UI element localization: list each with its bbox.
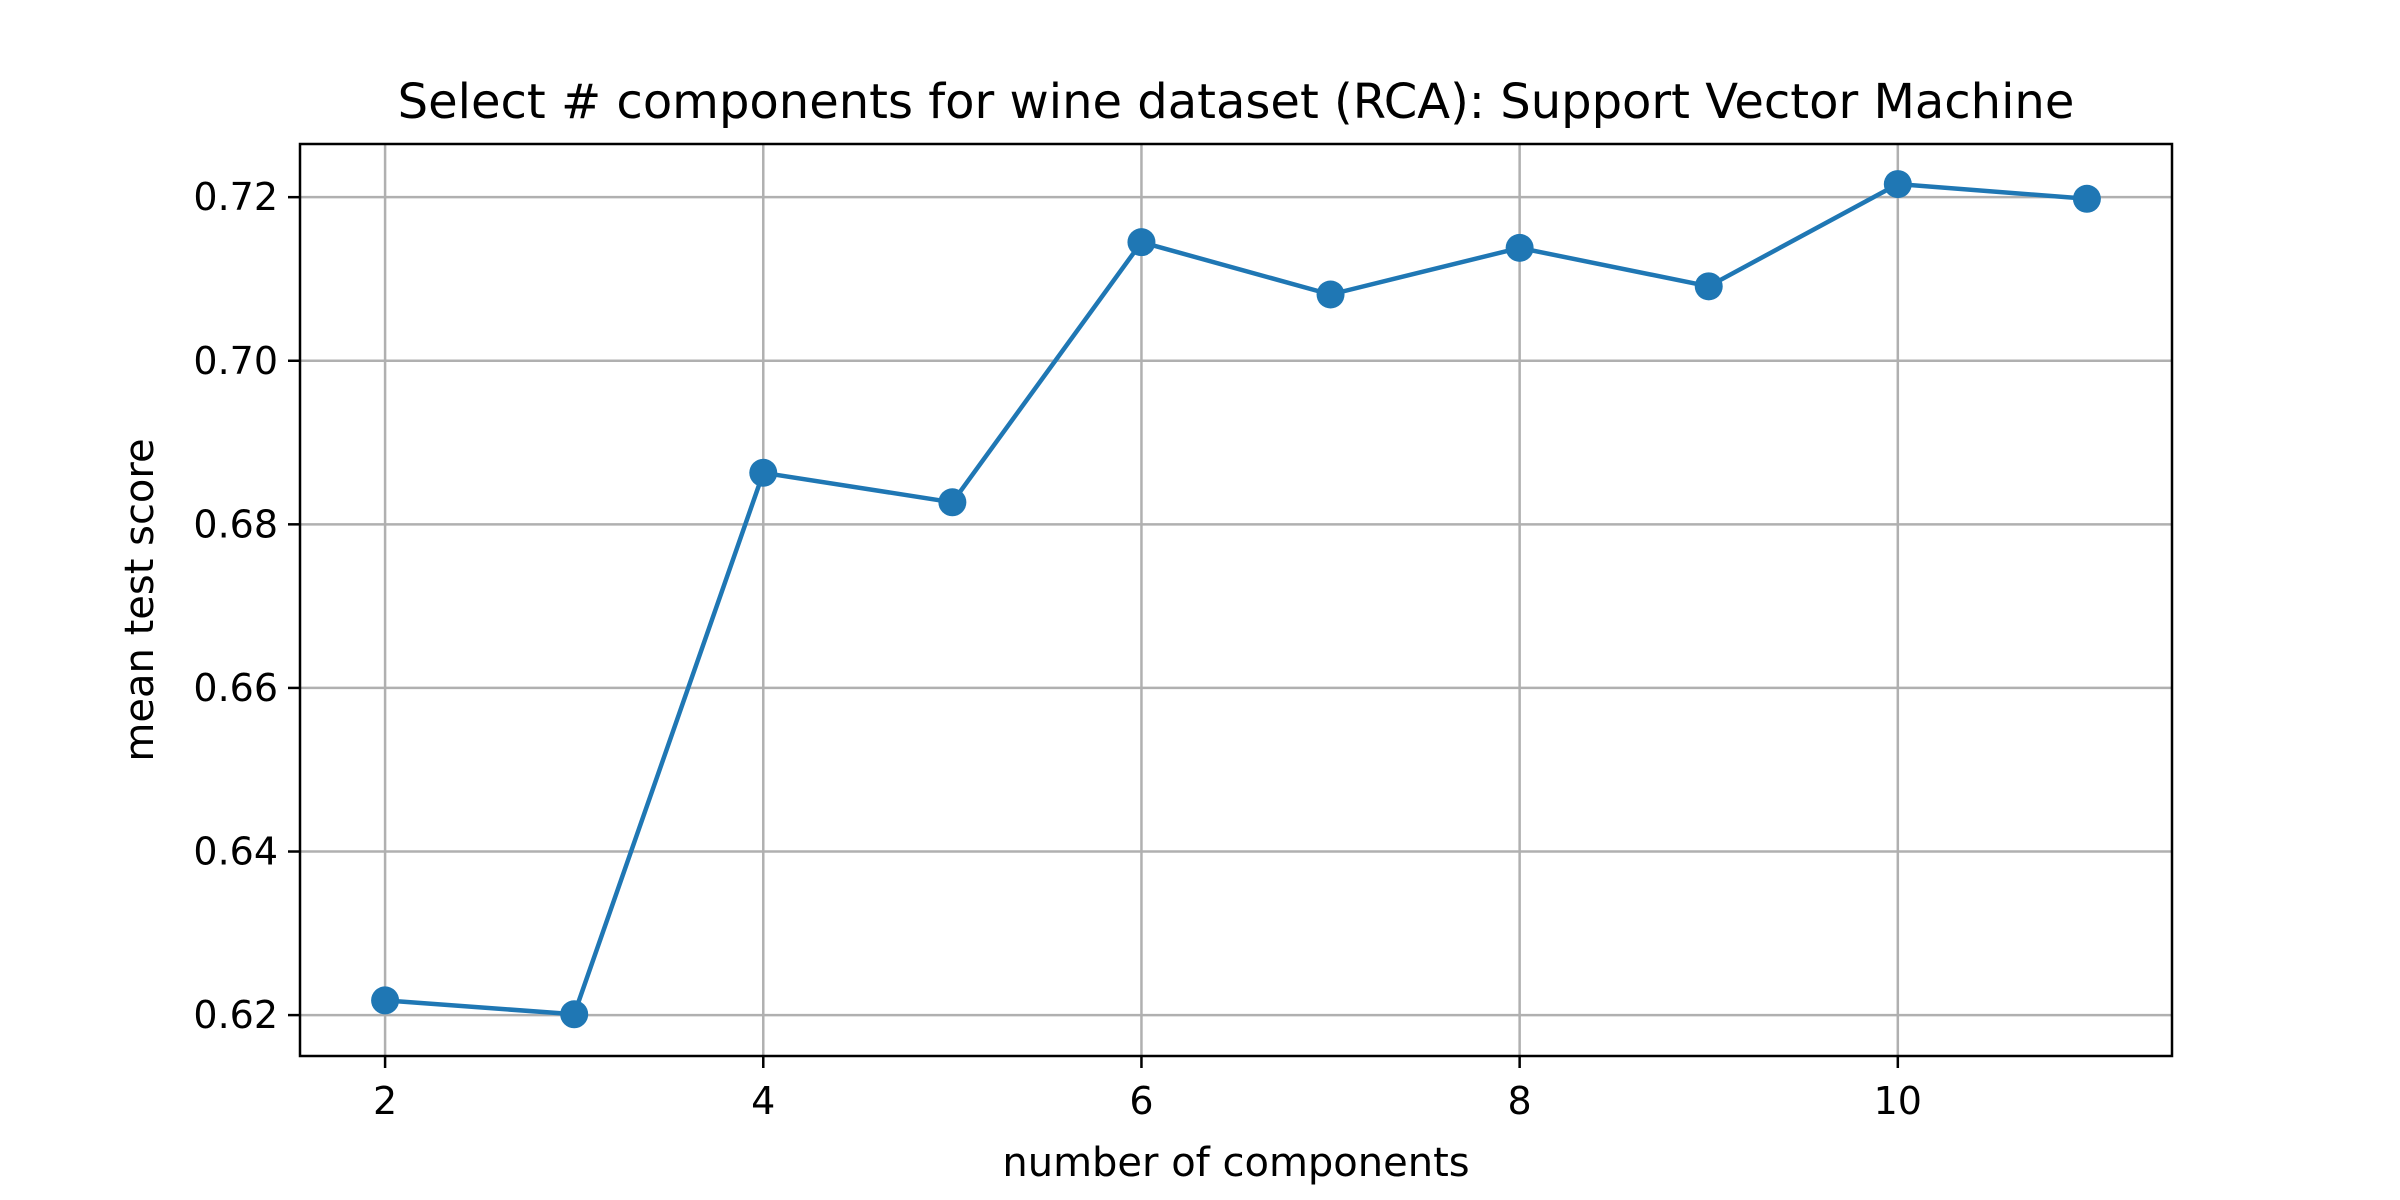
marker-layer <box>371 170 2101 1029</box>
x-tick-label: 4 <box>751 1079 775 1123</box>
y-tick-label: 0.68 <box>193 502 278 546</box>
y-tick-label: 0.66 <box>193 666 278 710</box>
data-point <box>1316 280 1345 309</box>
ticks: 2 4 6 8 10 0.62 0.64 0.66 0.68 0.70 0.72 <box>193 175 1922 1123</box>
data-point <box>1883 170 1912 199</box>
x-tick-label: 6 <box>1129 1079 1153 1123</box>
data-point <box>1127 228 1156 257</box>
x-tick-label: 2 <box>373 1079 397 1123</box>
data-point <box>2072 184 2101 213</box>
x-tick-label: 10 <box>1874 1079 1922 1123</box>
y-axis-label: mean test score <box>117 438 163 761</box>
y-tick-label: 0.72 <box>193 175 278 219</box>
y-tick-label: 0.70 <box>193 339 278 383</box>
series-line-layer <box>384 181 2088 1017</box>
data-point <box>371 986 400 1015</box>
data-point <box>1505 233 1534 262</box>
axes-frame <box>298 142 2174 1058</box>
y-tick-label: 0.62 <box>193 993 278 1037</box>
chart-title: Select # components for wine dataset (RC… <box>398 74 2075 130</box>
x-axis-label: number of components <box>1002 1140 1469 1186</box>
data-point <box>938 488 967 517</box>
data-point <box>749 458 778 487</box>
data-point <box>560 1000 589 1029</box>
y-tick-label: 0.64 <box>193 830 278 874</box>
data-point <box>1694 272 1723 301</box>
series-line <box>384 181 2088 1017</box>
x-tick-label: 8 <box>1508 1079 1532 1123</box>
grid <box>300 144 2172 1056</box>
